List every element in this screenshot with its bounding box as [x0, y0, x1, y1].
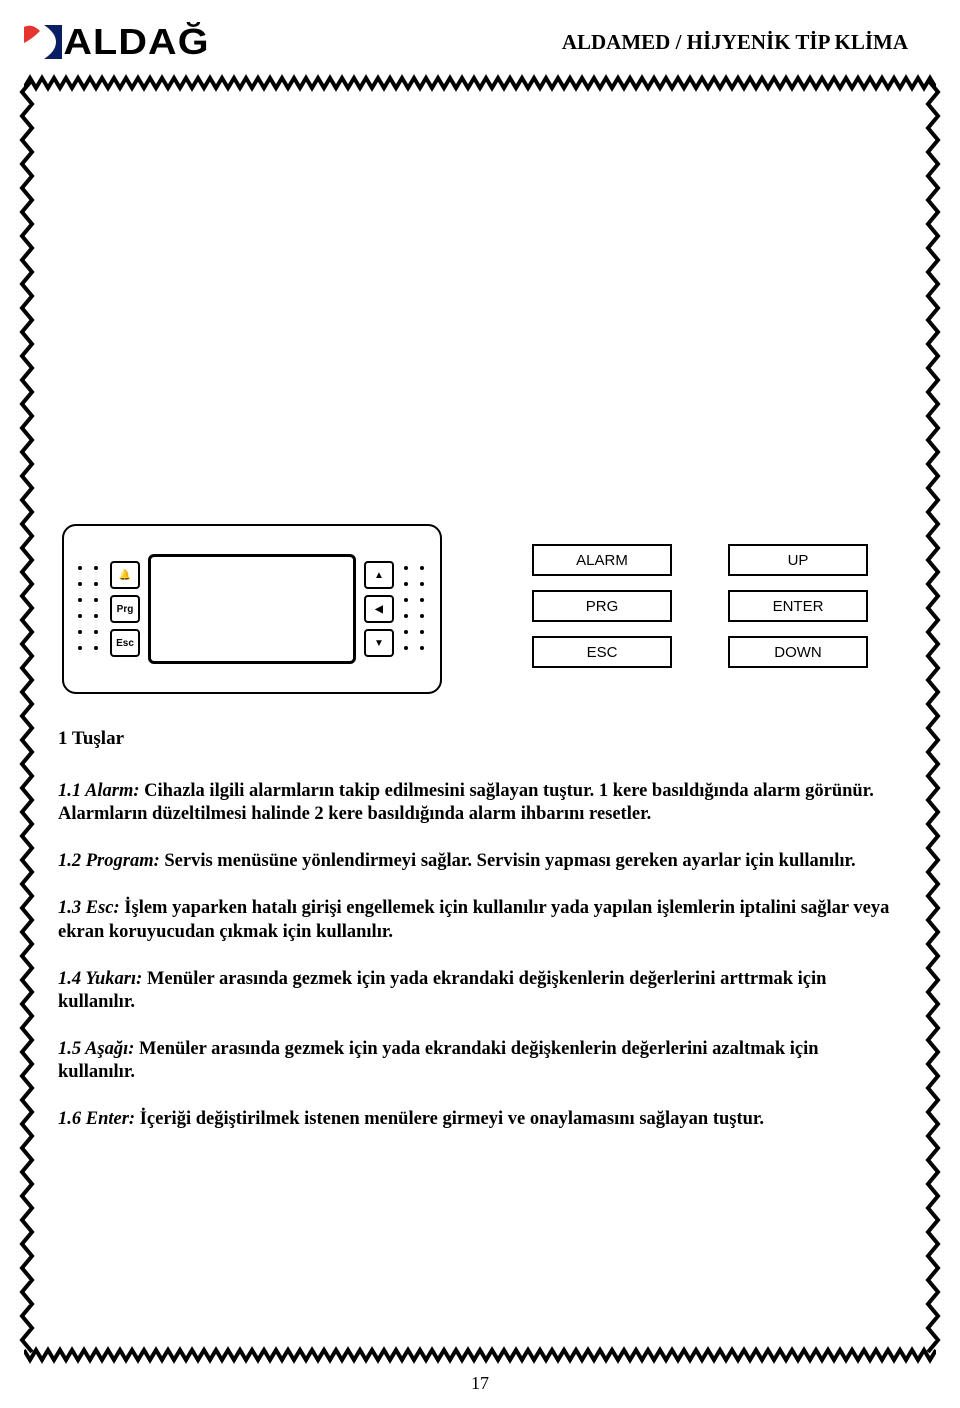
label-up: UP [728, 544, 868, 576]
text-enter: İçeriği değiştirilmek istenen menülere g… [140, 1109, 764, 1129]
content-area: 🔔 Prg Esc ▲ ◀ ▼ ALARM UP PR [58, 104, 902, 1334]
border-top-icon [24, 74, 936, 92]
device-prg-key: Prg [110, 595, 140, 623]
device-up-key: ▲ [364, 561, 394, 589]
device-enter-key: ◀ [364, 595, 394, 623]
label-enter: ENTER [728, 590, 868, 622]
key-label-grid: ALARM UP PRG ENTER ESC DOWN [532, 544, 868, 668]
label-alarm: ALARM [532, 544, 672, 576]
para-alarm: 1.1 Alarm: Cihazla ilgili alarmların tak… [58, 780, 902, 826]
device-lcd [148, 554, 356, 664]
para-up: 1.4 Yukarı: Menüler arasında gezmek için… [58, 968, 902, 1014]
text-up: Menüler arasında gezmek için yada ekrand… [58, 969, 826, 1012]
tag-alarm: 1.1 Alarm: [58, 781, 140, 801]
tag-down: 1.5 Aşağı: [58, 1039, 134, 1059]
device-alarm-key: 🔔 [110, 561, 140, 589]
para-esc: 1.3 Esc: İşlem yaparken hatalı girişi en… [58, 897, 902, 943]
text-esc: İşlem yaparken hatalı girişi engellemek … [58, 898, 889, 941]
logo-mark-icon [22, 21, 64, 63]
brand-name: ALDAĞ [63, 21, 209, 63]
label-esc: ESC [532, 636, 672, 668]
speaker-dots-right [402, 560, 428, 658]
decorative-frame: 🔔 Prg Esc ▲ ◀ ▼ ALARM UP PR [24, 80, 936, 1358]
page-number: 17 [0, 1373, 960, 1394]
para-down: 1.5 Aşağı: Menüler arasında gezmek için … [58, 1038, 902, 1084]
para-program: 1.2 Program: Servis menüsüne yönlendirme… [58, 850, 902, 873]
page-header: ALDAĞ ALDAMED / HİJYENİK TİP KLİMA [0, 0, 960, 74]
border-bottom-icon [24, 1346, 936, 1364]
text-program: Servis menüsüne yönlendirmeyi sağlar. Se… [164, 851, 855, 871]
tag-program: 1.2 Program: [58, 851, 160, 871]
border-left-icon [18, 80, 36, 1358]
border-right-icon [924, 80, 942, 1358]
left-keys: 🔔 Prg Esc [110, 561, 140, 657]
label-down: DOWN [728, 636, 868, 668]
tag-enter: 1.6 Enter: [58, 1109, 135, 1129]
device-illustration-row: 🔔 Prg Esc ▲ ◀ ▼ ALARM UP PR [58, 524, 902, 694]
label-prg: PRG [532, 590, 672, 622]
right-keys: ▲ ◀ ▼ [364, 561, 394, 657]
device-down-key: ▼ [364, 629, 394, 657]
para-enter: 1.6 Enter: İçeriği değiştirilmek istenen… [58, 1108, 902, 1131]
tag-esc: 1.3 Esc: [58, 898, 120, 918]
speaker-dots-left [76, 560, 102, 658]
document-title: ALDAMED / HİJYENİK TİP KLİMA [562, 30, 908, 55]
section-heading: 1 Tuşlar [58, 728, 902, 750]
text-alarm: Cihazla ilgili alarmların takip edilmesi… [58, 781, 874, 824]
device-esc-key: Esc [110, 629, 140, 657]
text-down: Menüler arasında gezmek için yada ekrand… [58, 1039, 819, 1082]
brand-logo: ALDAĞ [22, 18, 203, 66]
controller-device-icon: 🔔 Prg Esc ▲ ◀ ▼ [62, 524, 442, 694]
tag-up: 1.4 Yukarı: [58, 969, 142, 989]
